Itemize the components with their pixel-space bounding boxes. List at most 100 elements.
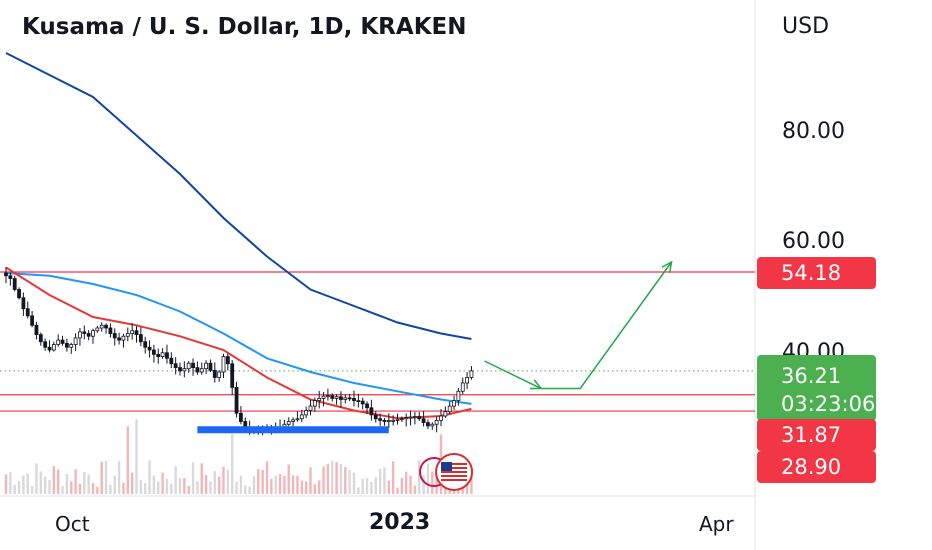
candle-body (178, 367, 182, 372)
candle-body (339, 396, 343, 400)
volume-bar (130, 472, 134, 494)
moving-average-line (5, 52, 472, 340)
candle-body (312, 400, 317, 407)
volume-bar (339, 463, 343, 494)
volume-bar (65, 474, 69, 494)
volume-bar (135, 419, 138, 494)
candle-body (439, 415, 443, 421)
volume-bar (391, 461, 395, 494)
candle-body (195, 367, 200, 373)
candle-body (426, 422, 430, 427)
chart-title: Kusama / U. S. Dollar, 1D, KRAKEN (22, 14, 467, 40)
candle-body (234, 386, 239, 414)
candle-body (73, 337, 78, 345)
candle-body (82, 331, 87, 334)
projection-arrowhead (661, 260, 673, 273)
volume-bar (165, 478, 169, 494)
candle-body (43, 341, 48, 348)
volume-bar (274, 475, 277, 494)
candle-body (347, 397, 352, 400)
volume-bar (43, 476, 47, 494)
candle-body (308, 405, 313, 411)
candle-body (4, 272, 8, 277)
volume-bar (96, 486, 99, 494)
candle-body (430, 423, 435, 427)
candle-body (286, 421, 291, 425)
level-badge-31: 31.87 (757, 419, 876, 451)
candle-body (165, 352, 169, 359)
candle-body (169, 357, 174, 365)
volume-bar (365, 477, 369, 494)
volume-bar (387, 480, 390, 494)
volume-bar (226, 469, 230, 494)
candle-body (212, 369, 217, 378)
projection-path (484, 261, 673, 390)
volume-bar (183, 478, 186, 494)
volume-bar (204, 474, 208, 494)
projection-arrowhead (530, 379, 543, 390)
candle-body (382, 419, 387, 422)
candle-body (91, 330, 95, 337)
volume-bar (235, 481, 238, 494)
candle-body (34, 324, 39, 336)
volume-bar (252, 476, 256, 494)
candle-body (117, 337, 121, 341)
candle-body (204, 362, 209, 370)
candle-body (434, 419, 439, 425)
x-tick-label: Oct (55, 512, 90, 536)
candle-body (56, 339, 61, 345)
volume-bar (357, 487, 360, 494)
volume-bar (4, 474, 8, 494)
volume-bar (331, 460, 334, 494)
volume-bar (291, 475, 295, 494)
candle-body (391, 419, 396, 422)
flag-stripe (441, 467, 468, 469)
candle-body (21, 297, 26, 310)
candle-body (325, 395, 330, 398)
candle-body (25, 308, 30, 317)
volume-bar (278, 474, 282, 494)
candle-body (352, 397, 356, 401)
candle-body (465, 377, 470, 384)
volume-bar (261, 469, 264, 494)
level-badge-54: 54.18 (757, 257, 876, 289)
volume-bar (170, 483, 173, 494)
volume-bar (35, 463, 38, 494)
volume-bar (231, 434, 234, 494)
candle-body (360, 400, 365, 405)
candle-body (443, 411, 448, 417)
volume-bar (187, 485, 190, 494)
volume-bar (70, 481, 73, 494)
last-price-badge: 36.21 03:23:06 (757, 355, 876, 421)
volume-bar (244, 485, 247, 494)
candle-body (343, 397, 348, 400)
volume-bar (191, 462, 195, 494)
candle-body (47, 346, 52, 351)
candle-body (238, 412, 243, 422)
candle-body (17, 289, 21, 299)
bar-countdown: 03:23:06 (781, 392, 876, 416)
candle-body (147, 346, 152, 351)
flag-canton (441, 462, 453, 471)
level-badge-28: 28.90 (757, 451, 876, 483)
candle-body (12, 278, 17, 290)
y-tick-label: 80.00 (782, 119, 845, 144)
volume-bar (87, 474, 90, 494)
volume-bar (57, 469, 60, 494)
volume-bar (309, 467, 312, 494)
candle-body (182, 368, 187, 372)
volume-bar (326, 463, 330, 494)
currency-label: USD (782, 14, 830, 39)
candle-body (138, 334, 143, 343)
candle-body (412, 416, 417, 418)
volume-bar (196, 481, 199, 494)
volume-bar (400, 477, 404, 494)
volume-bar (9, 472, 12, 494)
volume-bar (157, 481, 160, 494)
candle-body (173, 363, 178, 368)
volume-bar (22, 475, 25, 494)
candle-body (38, 334, 43, 343)
candle-body (395, 418, 400, 421)
